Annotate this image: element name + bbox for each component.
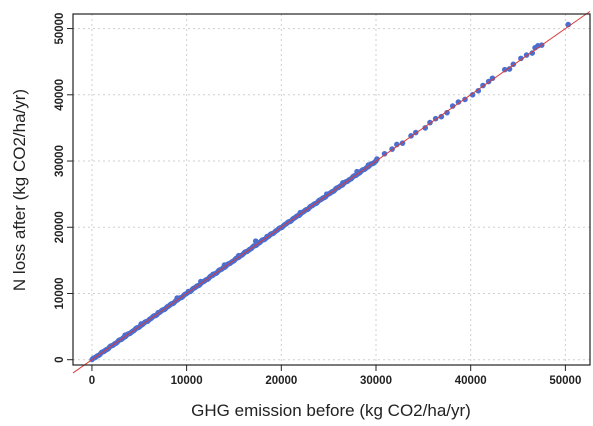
data-point (438, 113, 445, 120)
data-point (297, 209, 304, 216)
data-point (323, 191, 330, 197)
x-tick-label: 10000 (171, 375, 203, 387)
data-point (501, 66, 508, 73)
y-tick-label: 40000 (54, 79, 66, 111)
plot-frame (72, 13, 591, 366)
data-point (469, 91, 476, 98)
y-tick-label: 20000 (54, 211, 66, 243)
y-tick-label: 30000 (54, 145, 66, 177)
y-tick-label: 0 (54, 356, 66, 362)
data-point (475, 88, 482, 94)
x-tick-label: 20000 (265, 375, 297, 387)
data-point (381, 150, 388, 157)
data-point (252, 238, 259, 244)
axes: 0 10000 20000 30000 40000 50000 0 10000 20000 300… (54, 13, 581, 387)
data-point (354, 168, 360, 175)
y-tick-label: 10000 (54, 277, 66, 309)
data-point (138, 321, 144, 327)
reference-line-layer (72, 10, 591, 374)
data-point (365, 162, 372, 168)
x-axis-title: GHG emission before (kg CO2/ha/yr) (191, 401, 471, 420)
data-point (529, 50, 536, 56)
data-point (449, 103, 456, 109)
data-point (340, 180, 346, 186)
data-point (518, 55, 524, 62)
y-tick-label: 50000 (54, 13, 66, 45)
data-point (444, 109, 450, 116)
data-point (422, 125, 429, 131)
data-point (455, 99, 462, 105)
x-tick-label: 40000 (455, 375, 487, 387)
reference-line (72, 10, 591, 374)
x-tick-label: 50000 (549, 375, 581, 387)
y-axis-title: N loss after (kg CO2/ha/yr) (10, 89, 29, 291)
x-tick-label: 30000 (360, 375, 392, 387)
x-tick-label: 0 (89, 375, 95, 387)
grid (73, 14, 590, 365)
data-point (489, 75, 496, 82)
data-point (374, 156, 380, 162)
data-point (122, 332, 128, 338)
data-point (235, 252, 242, 259)
data-point (506, 66, 513, 72)
